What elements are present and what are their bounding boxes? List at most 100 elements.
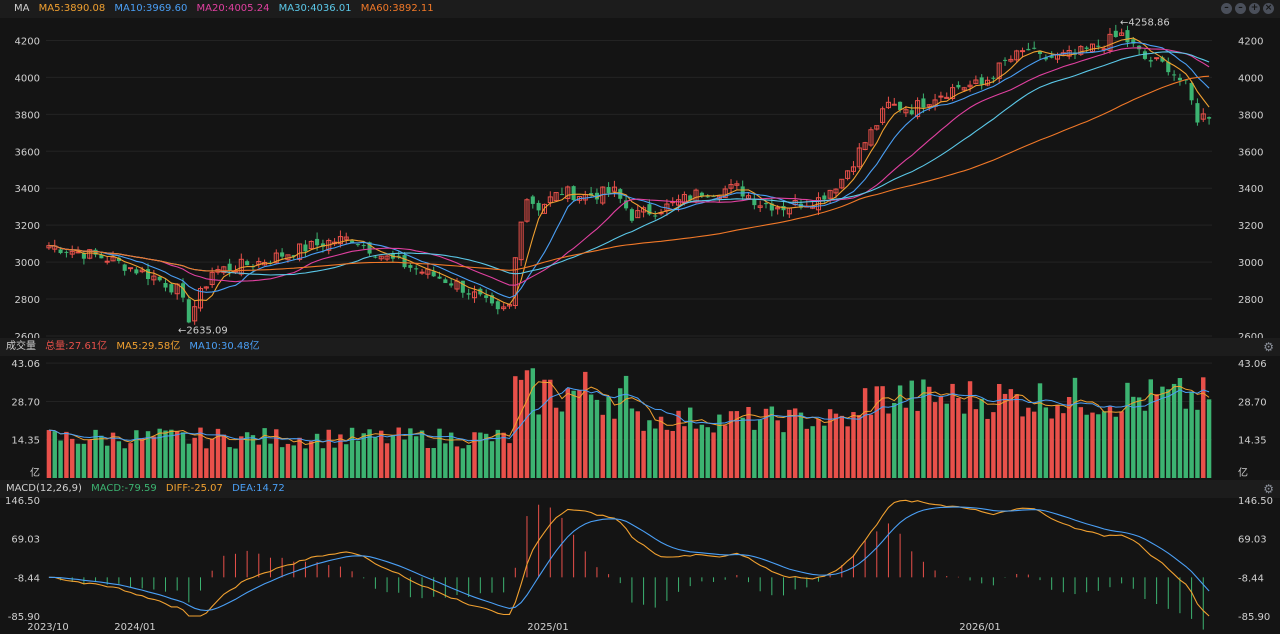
volume-bar (548, 379, 553, 478)
volume-bar (1026, 407, 1031, 478)
candle-body (1107, 33, 1113, 51)
macd-name: MACD(12,26,9) (6, 483, 82, 494)
volume-bar (472, 432, 477, 478)
volume-bar (157, 428, 162, 478)
volume-bar (874, 386, 879, 478)
candle-body (769, 203, 774, 211)
volume-bar (204, 448, 209, 478)
candle-body (151, 275, 157, 281)
volume-bar (1049, 418, 1054, 478)
candle-body (553, 192, 559, 202)
macd-chart[interactable]: 146.50 146.50 69.03 69.03 -8.44 -8.44 -85.90 -8… (0, 480, 1280, 634)
candle-body (58, 249, 63, 254)
minus-icon[interactable]: – (1221, 3, 1232, 14)
volume-bar (186, 443, 192, 478)
volume-bar (594, 399, 600, 478)
minus-icon[interactable]: – (1235, 3, 1246, 14)
volume-bar (437, 428, 442, 478)
candle-body (885, 101, 891, 109)
volume-bar (1113, 416, 1119, 478)
candle-body (495, 301, 500, 310)
candle-body (64, 251, 69, 253)
volume-bar (58, 440, 63, 478)
gear-icon[interactable]: ⚙ (1263, 340, 1274, 354)
candle-body (1032, 47, 1037, 49)
volume-bar (996, 383, 1002, 478)
candle-body (1002, 59, 1008, 61)
volume-bar (443, 443, 448, 478)
volume-bar (979, 398, 984, 478)
candle-body (1026, 48, 1031, 51)
candle-body (273, 252, 279, 264)
volume-bar (215, 428, 221, 478)
volume-bar (693, 428, 699, 478)
volume-bar (361, 433, 366, 478)
y-tick-label-right: 28.70 (1238, 397, 1267, 408)
volume-bar (233, 448, 238, 478)
candle-body (93, 249, 98, 255)
candle-body (967, 84, 973, 88)
volume-bar (565, 388, 571, 478)
volume-bar (413, 436, 419, 478)
volume-bar (425, 448, 431, 478)
y-tick-label-right: 4000 (1238, 73, 1263, 84)
candle-body (653, 215, 658, 217)
volume-bar (804, 428, 810, 478)
candle-body (145, 269, 151, 280)
volume-bar (297, 437, 302, 478)
volume-bar (52, 431, 57, 478)
candle-body (647, 204, 652, 215)
volume-bar (268, 443, 273, 478)
volume-bar (903, 407, 909, 478)
volume-bar (798, 412, 804, 478)
candle-body (822, 195, 827, 200)
volume-bar (128, 443, 133, 478)
candle-body (449, 283, 454, 286)
candle-body (245, 261, 250, 266)
volume-bar (676, 410, 681, 478)
volume-bar (553, 407, 559, 478)
y-tick-label-right: 3200 (1238, 221, 1263, 232)
volume-bar (513, 376, 518, 478)
ma20-line (48, 47, 1210, 286)
candle-body (1131, 39, 1136, 44)
candle-body (1172, 74, 1177, 76)
volume-bar (373, 437, 378, 478)
volume-bar (1177, 378, 1183, 478)
macd-panel: MACD(12,26,9) MACD:-79.59 DIFF:-25.07 DE… (0, 480, 1280, 634)
candle-body (343, 236, 349, 240)
volume-chart[interactable]: 43.06 43.06 28.70 28.70 14.35 14.35 亿 亿 (0, 338, 1280, 480)
candle-body (1207, 117, 1212, 119)
candle-body (740, 186, 745, 197)
volume-bar (1107, 405, 1113, 478)
volume-bar (822, 425, 827, 478)
candle-body (350, 240, 355, 243)
volume-bar (355, 440, 361, 478)
volume-bar (956, 397, 961, 478)
volume-bar (1189, 391, 1194, 478)
volume-bar (104, 445, 110, 478)
candle-body (530, 196, 535, 204)
dea-line (48, 506, 1210, 612)
y-tick-label-right: 3400 (1238, 184, 1263, 195)
volume-bar (583, 371, 588, 478)
candle-body (209, 271, 215, 286)
volume-ma10-line (48, 387, 1210, 443)
x-axis-label: 2025/01 (527, 622, 569, 633)
price-chart[interactable]: 4200 4200 4000 4000 3800 3800 3600 3600 3400 3400… (0, 0, 1280, 338)
gear-icon[interactable]: ⚙ (1263, 482, 1274, 496)
close-icon[interactable]: × (1263, 3, 1274, 14)
candle-body (629, 209, 634, 221)
candle-body (722, 188, 728, 199)
volume-bar (1136, 397, 1142, 478)
volume-bar (746, 407, 751, 478)
plus-icon[interactable]: + (1249, 3, 1260, 14)
volume-bar (99, 435, 104, 478)
volume-bar (64, 431, 69, 478)
candle-body (898, 101, 903, 110)
y-tick-label-right: 146.50 (1238, 496, 1273, 507)
candle-body (122, 264, 127, 271)
candle-body (752, 198, 757, 206)
candle-body (518, 221, 524, 261)
candle-body (944, 96, 950, 99)
